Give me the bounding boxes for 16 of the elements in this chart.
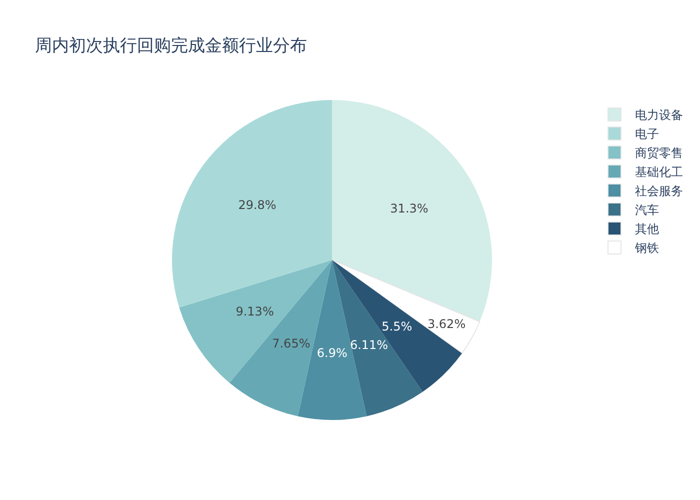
chart-title: 周内初次执行回购完成金额行业分布 [35,36,307,56]
data-label: 6.11% [350,338,388,352]
data-label: 31.3% [390,202,428,216]
slice: 29.8% [172,100,332,308]
legend-label: 社会服务 [635,184,683,198]
legend-label: 其他 [635,222,659,236]
data-label: 6.9% [316,346,348,360]
legend-label: 电力设备 [635,108,683,122]
legend-label: 汽车 [635,203,659,217]
data-label: 7.65% [272,336,310,350]
legend-label: 商贸零售 [635,146,683,160]
data-label: 5.5% [382,319,412,334]
legend-label: 基础化工 [635,165,683,179]
legend-label: 电子 [635,127,659,141]
legend-label: 钢铁 [634,241,659,255]
data-label: 29.8% [238,198,276,212]
